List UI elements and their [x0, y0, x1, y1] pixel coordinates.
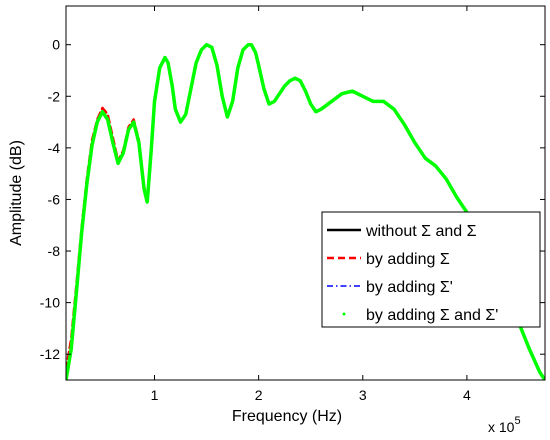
- x-axis-label: Frequency (Hz): [232, 408, 342, 425]
- y-tick-label: -4: [48, 140, 61, 156]
- legend-label-adding-both: by adding Σ and Σ': [366, 307, 498, 324]
- legend-label-without: without Σ and Σ: [365, 223, 477, 240]
- x-tick-label: 4: [463, 387, 471, 403]
- y-tick-label: -2: [48, 88, 61, 104]
- y-tick-label: -12: [40, 346, 60, 362]
- x-multiplier-exponent: 5: [514, 415, 520, 427]
- legend-swatch-green-dot: [342, 312, 346, 316]
- x-tick-label: 3: [359, 387, 367, 403]
- x-tick-label: 1: [151, 387, 159, 403]
- series-line-dotted: [66, 42, 545, 380]
- legend-label-adding-sigma: by adding Σ: [366, 251, 450, 268]
- x-multiplier-label: x 105: [488, 415, 521, 435]
- y-tick-label: -6: [48, 191, 61, 207]
- y-tick-label: -8: [48, 243, 61, 259]
- x-tick-label: 2: [255, 387, 263, 403]
- y-tick-label: 0: [52, 37, 60, 53]
- plot-frame: [65, 5, 546, 381]
- legend: without Σ and Σ by adding Σ by adding Σ'…: [321, 211, 541, 328]
- legend-label-adding-sigma-prime: by adding Σ': [366, 279, 453, 296]
- y-axis-label: Amplitude (dB): [8, 140, 25, 246]
- x-multiplier-base: x 10: [488, 419, 515, 435]
- ticks-layer: 1 2 3 4 0 -2 -4 -6 -8 -10 -12: [40, 6, 545, 403]
- series-layer: [66, 42, 545, 380]
- y-tick-label: -10: [40, 295, 60, 311]
